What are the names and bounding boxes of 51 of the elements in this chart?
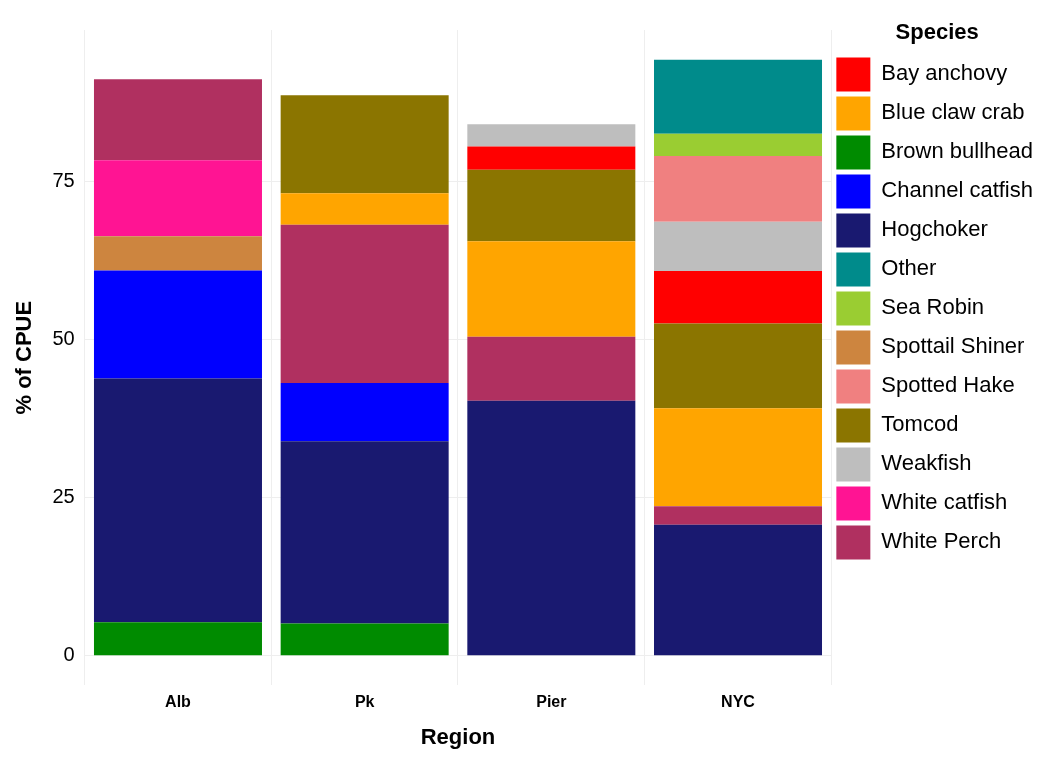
bar xyxy=(93,270,262,379)
legend-label: Channel catfish xyxy=(881,177,1033,203)
bar xyxy=(280,383,449,442)
bar xyxy=(93,622,262,656)
y-tick-label: 0 xyxy=(63,643,75,666)
x-tick-label: Pk xyxy=(354,693,375,711)
x-tick-label: Alb xyxy=(165,693,192,711)
y-tick-label: 25 xyxy=(52,485,75,508)
bar xyxy=(280,441,449,624)
x-axis-title: Region xyxy=(420,723,496,749)
legend-label: Weakfish xyxy=(881,450,972,476)
bar xyxy=(654,271,823,324)
legend-label: White Perch xyxy=(881,528,1002,554)
legend-label: Hogchoker xyxy=(881,216,988,242)
bar xyxy=(93,236,262,271)
bar xyxy=(467,241,636,337)
bar xyxy=(654,221,823,272)
bar xyxy=(467,400,636,656)
y-axis-title: % of CPUE xyxy=(11,300,37,415)
y-tick-label: 75 xyxy=(52,168,75,191)
bar xyxy=(654,59,823,134)
bar xyxy=(654,155,823,222)
bar xyxy=(654,133,823,156)
legend-label: Sea Robin xyxy=(881,294,985,320)
legend-label: Bay anchovy xyxy=(881,60,1008,86)
legend-label: Tomcod xyxy=(881,411,959,437)
legend-label: Blue claw crab xyxy=(881,99,1025,125)
legend-title: Species xyxy=(895,19,979,45)
x-tick-label: NYC xyxy=(721,693,756,711)
bar xyxy=(467,336,636,401)
bar xyxy=(467,146,636,170)
x-tick-label: Pier xyxy=(536,693,567,711)
bar xyxy=(280,224,449,384)
legend-label: Other xyxy=(881,255,937,281)
legend-label: Spotted Hake xyxy=(881,372,1015,398)
bar xyxy=(280,193,449,225)
bar xyxy=(280,95,449,194)
bar xyxy=(93,79,262,161)
legend-label: White catfish xyxy=(881,489,1008,515)
legend-label: Spottail Shiner xyxy=(881,333,1025,359)
bar xyxy=(654,506,823,525)
bar xyxy=(467,169,636,242)
bar xyxy=(93,378,262,623)
bar xyxy=(280,623,449,656)
bar xyxy=(654,524,823,656)
bar xyxy=(467,124,636,147)
bar xyxy=(654,323,823,409)
y-tick-label: 50 xyxy=(52,326,75,349)
legend-label: Brown bullhead xyxy=(881,138,1034,164)
bar xyxy=(93,160,262,237)
bar xyxy=(654,408,823,507)
